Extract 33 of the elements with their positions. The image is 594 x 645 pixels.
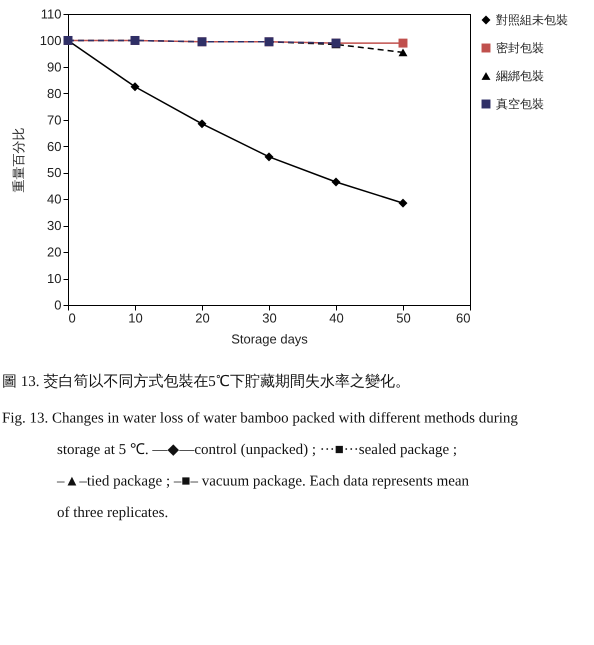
point <box>398 38 408 48</box>
point <box>198 119 206 128</box>
x-tick-label: 0 <box>68 310 76 326</box>
legend-label: 密封包裝 <box>496 41 544 55</box>
y-tick-label: 100 <box>40 32 62 48</box>
legend-label: 真空包裝 <box>496 97 544 111</box>
x-tick-label: 50 <box>396 310 411 326</box>
x-tick-label: 60 <box>456 310 470 326</box>
point <box>264 152 274 162</box>
y-tick-label: 30 <box>47 218 62 234</box>
y-tick-label: 20 <box>47 244 62 260</box>
x-tick-label: 40 <box>329 310 344 326</box>
x-axis-title: Storage days <box>231 332 308 346</box>
x-tick-label: 30 <box>262 310 277 326</box>
caption: Fig. 13. Changes in water loss of water bamboo packed with different methods during storage at 5 ℃. —◆—control (unpacked) ; ···■···sealed package ; –▲–tied package ; –■– vacuum package. Each data represents mean of three replicates. <box>2 410 518 521</box>
y-tick-label: 70 <box>47 112 62 128</box>
caption: 圖 13. 茭白筍以不同方式包裝在5℃下貯藏期間失水率之變化。 <box>2 373 410 390</box>
legend-label: 對照組未包裝 <box>496 13 568 27</box>
y-tick-label: 110 <box>40 6 62 22</box>
y-tick-label: 0 <box>54 298 62 312</box>
x-tick-label: 10 <box>128 310 143 326</box>
point <box>130 82 140 92</box>
point <box>398 198 408 208</box>
x-tick-label: 20 <box>195 310 210 326</box>
y-tick-label: 80 <box>47 86 62 101</box>
legend-label: 綑綁包裝 <box>495 69 544 83</box>
y-tick-label: 90 <box>47 59 62 74</box>
point <box>332 178 340 186</box>
y-tick-label: 40 <box>47 192 62 207</box>
y-tick-label: 60 <box>47 138 62 154</box>
y-tick-label: 10 <box>47 271 62 286</box>
y-tick-label: 50 <box>47 165 62 180</box>
y-axis-title: 重量百分比 <box>10 128 26 192</box>
